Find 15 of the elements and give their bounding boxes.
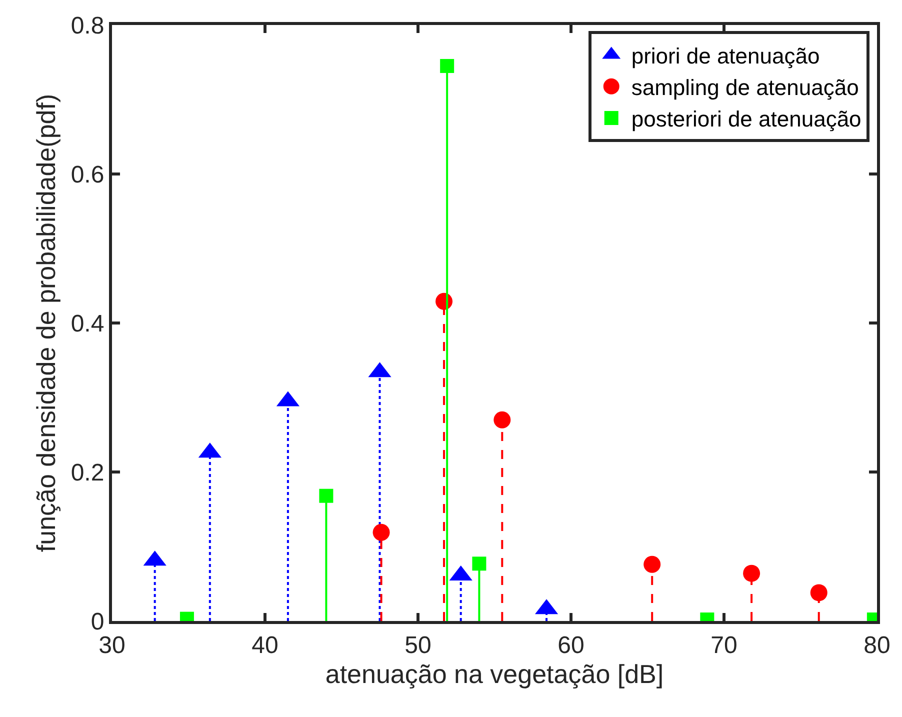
x-tick-label: 40 [252,632,278,659]
legend-label: priori de atenuação [631,43,820,68]
y-tick-label: 0.6 [70,161,104,188]
x-tick-label: 60 [558,632,584,659]
x-tick-label: 70 [710,632,738,659]
y-axis-title: função densidade de probabilidade(pdf) [31,94,62,552]
point [440,58,454,73]
legend-label: sampling de atenuação [631,74,859,100]
legend-label: posteriori de atenuação [631,106,862,132]
x-tick-label: 50 [404,632,432,659]
x-axis-title: atenuação na vegetação [dB] [325,658,664,689]
y-tick-label: 0.4 [70,310,104,338]
x-tick-label: 80 [864,632,890,659]
y-tick-label: 0.8 [70,12,104,40]
y-tick-label: 0.2 [70,459,104,486]
